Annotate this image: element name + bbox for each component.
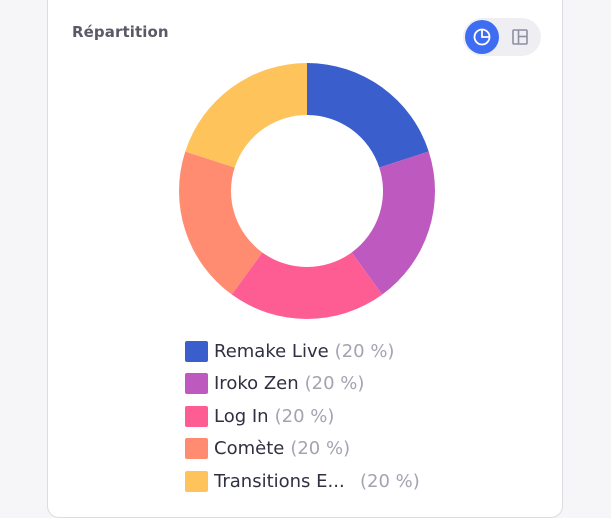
chart-view-button[interactable] bbox=[465, 20, 499, 54]
legend-item-transitions[interactable]: Transitions E... (20 %) bbox=[185, 465, 420, 498]
legend-label: Iroko Zen bbox=[214, 373, 299, 395]
table-view-button[interactable] bbox=[503, 20, 537, 54]
layout-panels-icon bbox=[512, 29, 528, 45]
view-toggle bbox=[463, 18, 541, 56]
donut-slice-com-te[interactable] bbox=[179, 151, 263, 295]
legend-swatch bbox=[185, 373, 208, 395]
donut-slice-iroko-zen[interactable] bbox=[351, 151, 435, 295]
repartition-card: Répartition Remake Live (20 %) Iroko Zen bbox=[47, 0, 563, 518]
legend-item-log-in[interactable]: Log In (20 %) bbox=[185, 400, 420, 433]
legend-item-remake-live[interactable]: Remake Live (20 %) bbox=[185, 335, 420, 368]
legend-percent: (20 %) bbox=[360, 470, 420, 492]
donut-chart bbox=[179, 63, 435, 319]
pie-chart-icon bbox=[473, 28, 491, 46]
card-title: Répartition bbox=[72, 23, 169, 41]
legend-percent: (20 %) bbox=[304, 373, 365, 395]
donut-slice-log-in[interactable] bbox=[231, 252, 383, 319]
legend-label: Transitions E... bbox=[214, 470, 345, 492]
legend-swatch bbox=[185, 340, 208, 362]
legend-percent: (20 %) bbox=[274, 405, 335, 427]
legend-label: Log In bbox=[214, 405, 269, 427]
legend-item-comete[interactable]: Comète (20 %) bbox=[185, 433, 420, 466]
legend-swatch bbox=[185, 405, 208, 427]
donut-slice-transitions-e[interactable] bbox=[185, 63, 307, 168]
donut-slice-remake-live[interactable] bbox=[307, 63, 429, 168]
legend-item-iroko-zen[interactable]: Iroko Zen (20 %) bbox=[185, 368, 420, 401]
legend-percent: (20 %) bbox=[290, 438, 351, 460]
legend-percent: (20 %) bbox=[334, 340, 395, 362]
chart-legend: Remake Live (20 %) Iroko Zen (20 %) Log … bbox=[185, 335, 420, 498]
legend-swatch bbox=[185, 470, 208, 492]
legend-label: Comète bbox=[214, 438, 285, 460]
legend-swatch bbox=[185, 438, 208, 460]
legend-label: Remake Live bbox=[214, 340, 329, 362]
